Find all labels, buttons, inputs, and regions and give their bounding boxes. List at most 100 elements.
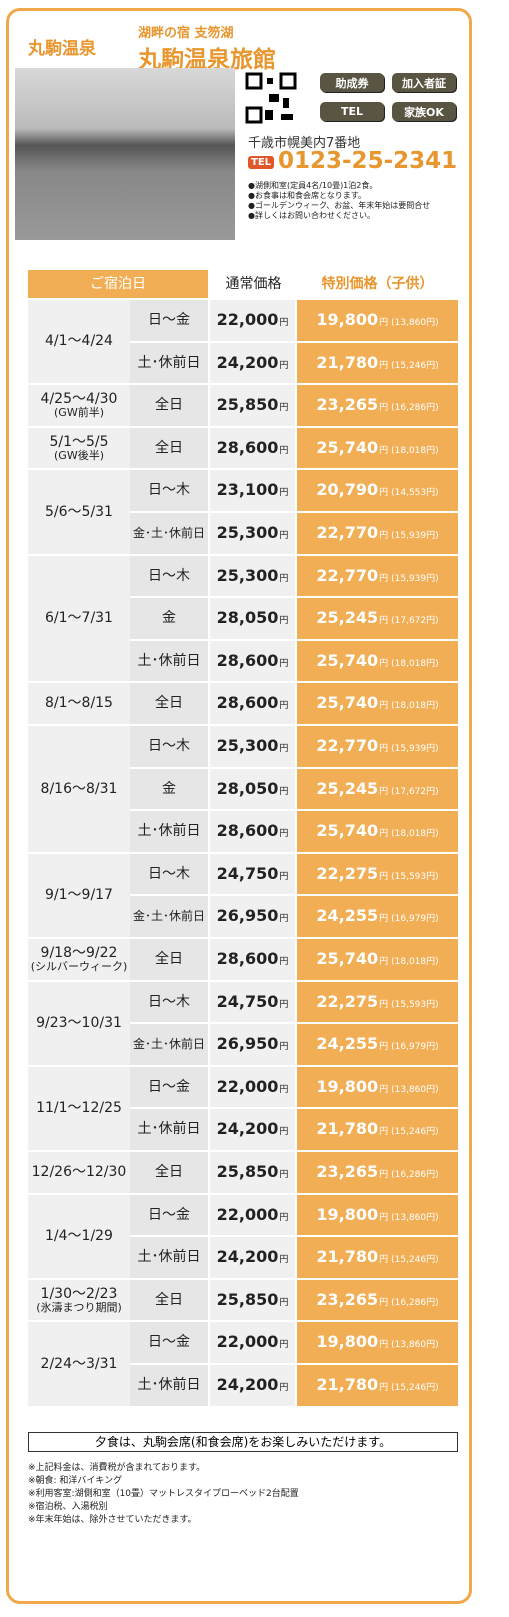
unit: 円 xyxy=(279,1084,289,1095)
special-price: 22,275 xyxy=(316,863,379,883)
days-cell: 金 xyxy=(130,598,208,639)
special-cell: 25,245 円 (17,672円) xyxy=(297,768,458,810)
unit: 円 xyxy=(279,1212,289,1223)
special-price: 25,740 xyxy=(316,693,379,713)
regular-cell: 22,000 円 xyxy=(210,300,295,341)
special-cell: 21,780 円 (15,246円) xyxy=(297,342,458,384)
special-price: 22,275 xyxy=(316,991,379,1011)
unit: 円 xyxy=(379,616,389,627)
special-cell: 24,255 円 (16,979円) xyxy=(297,1024,458,1065)
special-cell: 19,800 円 (13,860円) xyxy=(297,1066,458,1108)
regular-cell: 28,600 円 xyxy=(210,640,295,682)
child-price: (18,018円) xyxy=(391,957,439,967)
special-cell: 23,265 円 (16,286円) xyxy=(297,385,458,426)
days-cell: 日～金 xyxy=(130,1066,208,1108)
special-cell: 21,780 円 (15,246円) xyxy=(297,1237,458,1278)
regular-cell: 25,300 円 xyxy=(210,513,295,554)
regular-price: 25,300 xyxy=(216,523,279,542)
regular-price: 28,600 xyxy=(216,693,279,713)
regular-price: 28,600 xyxy=(216,949,279,968)
period-cell: 1/30～2/23 (氷濤まつり期間) xyxy=(28,1279,130,1321)
unit: 円 xyxy=(279,1340,289,1351)
unit: 円 xyxy=(379,957,389,967)
regular-cell: 24,200 円 xyxy=(210,1109,295,1150)
unit: 円 xyxy=(279,829,289,840)
days-cell: 金･土･休前日 xyxy=(130,1024,208,1065)
child-price: (13,860円) xyxy=(391,1212,439,1223)
special-cell: 25,740 円 (18,018円) xyxy=(297,640,458,682)
regular-price: 25,300 xyxy=(216,565,279,585)
child-price: (18,018円) xyxy=(391,658,439,669)
regular-price: 23,100 xyxy=(216,480,279,500)
header-note: ●湖側和室(定員4名/10畳)1泊2食。 xyxy=(248,181,378,190)
regular-price: 22,000 xyxy=(216,1076,279,1096)
days-cell: 土･休前日 xyxy=(130,640,208,682)
footer-note: ※利用客室:湖側和室（10畳）マットレスタイプローベッド2台配置 xyxy=(28,1489,299,1499)
special-cell: 25,740 円 (18,018円) xyxy=(297,427,458,469)
badge: TEL xyxy=(320,102,384,121)
unit: 円 xyxy=(379,871,389,882)
special-cell: 22,770 円 (15,939円) xyxy=(297,555,458,597)
unit: 円 xyxy=(279,999,289,1010)
days-cell: 全日 xyxy=(130,1152,208,1193)
regular-cell: 25,850 円 xyxy=(210,1279,295,1321)
period-cell: 9/18～9/22 (シルバーウィーク) xyxy=(28,939,130,980)
period-cell: 8/1～8/15 xyxy=(28,683,130,724)
days-cell: 土･休前日 xyxy=(130,1109,208,1150)
child-price: (15,246円) xyxy=(391,1255,439,1266)
special-price: 22,770 xyxy=(316,736,379,755)
unit: 円 xyxy=(279,1042,289,1053)
child-price: (13,860円) xyxy=(391,318,439,328)
unit: 円 xyxy=(279,1170,289,1180)
unit: 円 xyxy=(279,957,289,967)
unit: 円 xyxy=(279,1297,289,1308)
regular-price: 24,200 xyxy=(216,1375,279,1394)
regular-cell: 28,600 円 xyxy=(210,683,295,724)
special-cell: 22,275 円 (15,593円) xyxy=(297,853,458,895)
special-price: 23,265 xyxy=(316,1289,379,1309)
regular-price: 22,000 xyxy=(216,310,279,329)
special-cell: 22,770 円 (15,939円) xyxy=(297,513,458,554)
child-price: (15,593円) xyxy=(391,871,439,882)
special-price: 25,740 xyxy=(316,949,379,968)
regular-price: 24,200 xyxy=(216,352,279,372)
days-cell: 全日 xyxy=(130,385,208,426)
special-price: 23,265 xyxy=(316,395,379,415)
special-cell: 25,740 円 (18,018円) xyxy=(297,939,458,980)
unit: 円 xyxy=(379,744,389,754)
unit: 円 xyxy=(279,786,289,797)
unit: 円 xyxy=(379,1383,389,1393)
special-cell: 21,780 円 (15,246円) xyxy=(297,1109,458,1150)
period-text: 11/1～12/25 xyxy=(36,1100,122,1117)
special-price: 21,780 xyxy=(316,1375,379,1394)
regular-cell: 22,000 円 xyxy=(210,1322,295,1363)
unit: 円 xyxy=(379,999,389,1010)
special-cell: 25,740 円 (18,018円) xyxy=(297,811,458,852)
period-cell: 1/4～1/29 xyxy=(28,1194,130,1278)
days-cell: 日～木 xyxy=(130,470,208,511)
period-text: 2/24～3/31 xyxy=(40,1355,118,1372)
period-text: 1/30～2/23 xyxy=(40,1285,118,1302)
period-text: 1/4～1/29 xyxy=(45,1227,113,1244)
footer-note: ※宿泊税、入湯税別 xyxy=(28,1502,108,1512)
regular-price: 25,850 xyxy=(216,395,279,415)
special-price: 21,780 xyxy=(316,1119,379,1139)
days-cell: 金･土･休前日 xyxy=(130,896,208,937)
unit: 円 xyxy=(379,1340,389,1351)
special-price: 25,245 xyxy=(316,608,379,628)
days-cell: 日～金 xyxy=(130,1322,208,1363)
regular-price: 28,600 xyxy=(216,437,279,457)
child-price: (14,553円) xyxy=(391,488,439,499)
period-cell: 6/1～7/31 xyxy=(28,555,130,682)
special-cell: 24,255 円 (16,979円) xyxy=(297,896,458,937)
regular-cell: 22,000 円 xyxy=(210,1194,295,1236)
regular-cell: 28,050 円 xyxy=(210,768,295,810)
child-price: (16,286円) xyxy=(391,403,439,414)
dinner-note: 夕食は、丸駒会席(和食会席)をお楽しみいただけます。 xyxy=(28,1432,458,1452)
unit: 円 xyxy=(279,1383,289,1393)
regular-price: 24,200 xyxy=(216,1247,279,1267)
unit: 円 xyxy=(379,318,389,328)
period-text: (シルバーウィーク) xyxy=(30,959,128,973)
period-cell: 5/1～5/5 (GW後半) xyxy=(28,427,130,469)
regular-cell: 25,850 円 xyxy=(210,1152,295,1193)
